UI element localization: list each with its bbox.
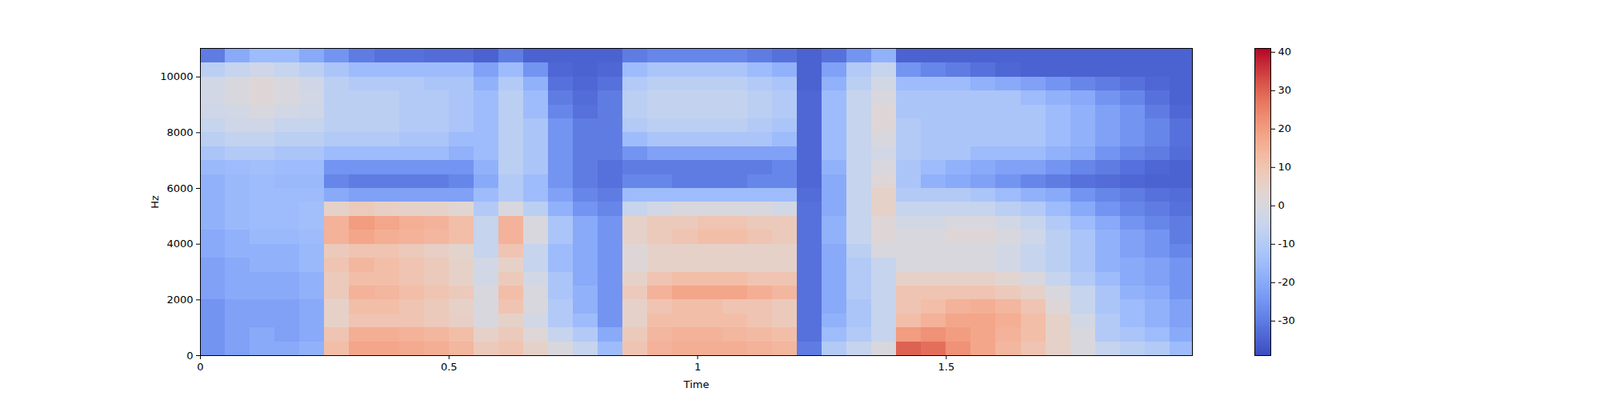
svg-text:2000: 2000 <box>166 293 193 306</box>
svg-text:0: 0 <box>196 360 204 373</box>
svg-text:4000: 4000 <box>166 237 193 250</box>
svg-text:10: 10 <box>1278 160 1292 173</box>
svg-text:20: 20 <box>1278 122 1292 135</box>
svg-text:8000: 8000 <box>166 126 193 139</box>
svg-text:1.5: 1.5 <box>937 360 955 373</box>
svg-text:-10: -10 <box>1278 237 1296 250</box>
svg-text:10000: 10000 <box>160 70 193 83</box>
svg-text:40: 40 <box>1278 45 1292 58</box>
svg-text:0: 0 <box>1278 199 1285 212</box>
svg-text:-20: -20 <box>1278 276 1296 288</box>
svg-text:30: 30 <box>1278 84 1292 96</box>
svg-text:0: 0 <box>186 349 193 362</box>
svg-text:-30: -30 <box>1278 314 1296 327</box>
svg-text:Time: Time <box>683 378 710 391</box>
svg-text:1: 1 <box>694 360 701 373</box>
svg-text:0.5: 0.5 <box>440 360 458 373</box>
svg-text:6000: 6000 <box>166 182 193 195</box>
svg-text:Hz: Hz <box>148 195 161 209</box>
